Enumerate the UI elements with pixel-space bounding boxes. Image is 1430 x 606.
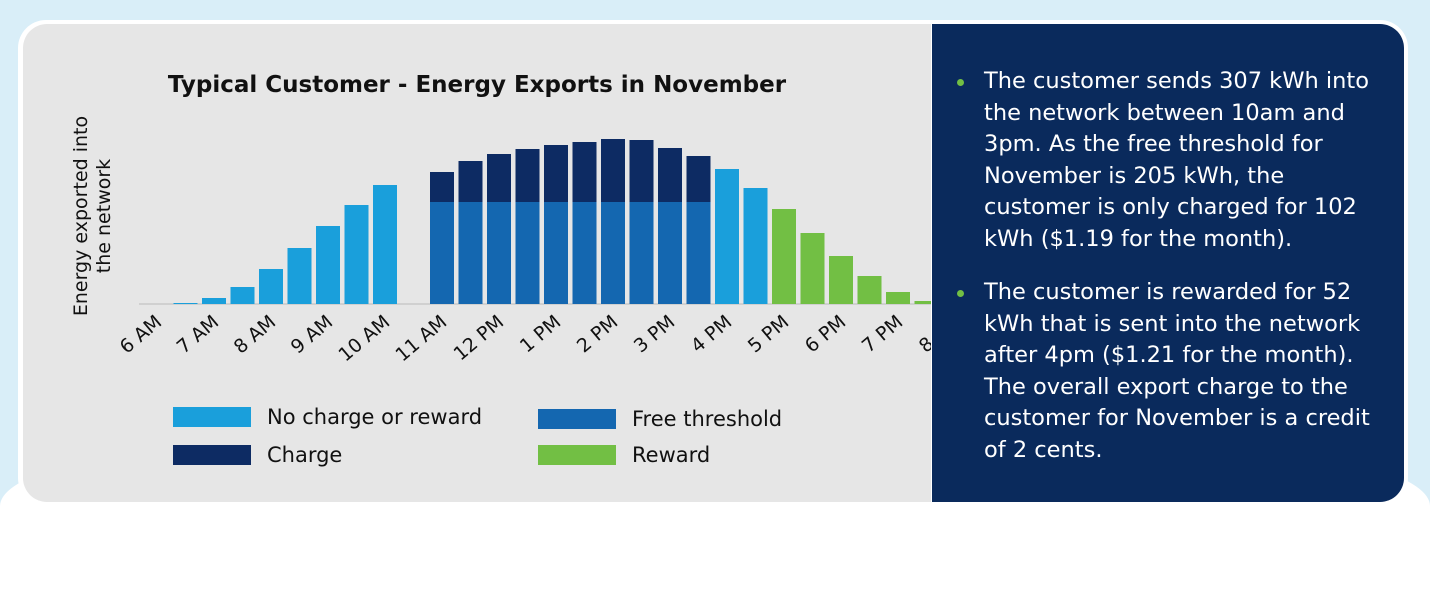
bar-reward-25 — [857, 276, 882, 304]
legend-swatch-no-charge — [173, 407, 251, 427]
bar-free-threshold-17 — [629, 202, 654, 304]
x-tick-label: 1 PM — [516, 311, 565, 357]
bar-charge-18 — [658, 148, 682, 202]
bar-no-charge-3 — [230, 287, 255, 304]
bar-no-charge-8 — [373, 185, 397, 304]
x-tick-label: 9 AM — [287, 311, 338, 358]
bar-free-threshold-14 — [544, 202, 568, 304]
bar-charge-12 — [487, 154, 511, 202]
legend-label-reward: Reward — [632, 443, 711, 467]
explanation-panel: The customer sends 307 kWh into the netw… — [932, 24, 1404, 502]
legend-swatch-reward — [538, 445, 616, 465]
bar-charge-19 — [686, 156, 711, 202]
bar-no-charge-6 — [316, 226, 340, 304]
x-tick-label: 5 PM — [744, 311, 793, 357]
x-tick-label: 6 PM — [801, 311, 850, 357]
legend-item-free-threshold: Free threshold — [538, 407, 782, 431]
bar-no-charge-20 — [715, 169, 739, 304]
bullet-dot-icon — [957, 79, 964, 86]
bar-no-charge-5 — [287, 248, 312, 304]
x-tick-label: 4 PM — [687, 311, 736, 357]
bar-free-threshold-18 — [658, 202, 682, 304]
info-card: Typical Customer - Energy Exports in Nov… — [18, 20, 1408, 506]
bar-reward-27 — [914, 301, 931, 304]
bar-charge-13 — [515, 149, 540, 202]
chart-panel: Typical Customer - Energy Exports in Nov… — [23, 24, 931, 502]
bar-charge-15 — [572, 142, 597, 202]
legend-label-charge: Charge — [267, 443, 343, 467]
bar-free-threshold-13 — [515, 202, 540, 304]
bar-free-threshold-10 — [430, 202, 454, 304]
bar-reward-22 — [772, 209, 796, 304]
legend-swatch-free-threshold — [538, 409, 616, 429]
bar-no-charge-21 — [743, 188, 768, 304]
bar-no-charge-4 — [259, 269, 283, 304]
x-tick-label: 3 PM — [630, 311, 679, 357]
x-tick-label: 10 AM — [334, 311, 394, 366]
legend-label-no-charge: No charge or reward — [267, 405, 483, 429]
bar-reward-23 — [800, 233, 825, 304]
bar-no-charge-2 — [202, 298, 226, 304]
x-tick-label: 12 PM — [450, 311, 509, 365]
bar-reward-24 — [829, 256, 853, 304]
legend-item-charge: Charge — [173, 443, 342, 467]
bullet-dot-icon — [957, 290, 964, 297]
bar-charge-10 — [430, 172, 454, 202]
bar-no-charge-7 — [344, 205, 369, 304]
legend-label-free-threshold: Free threshold — [632, 407, 783, 431]
x-tick-label: 8 PM — [915, 311, 931, 357]
bar-charge-16 — [601, 139, 625, 202]
x-tick-label: 6 AM — [116, 311, 167, 358]
legend-swatch-charge — [173, 445, 251, 465]
explanation-bullet-charge: The customer sends 307 kWh into the netw… — [957, 66, 1384, 255]
bullet-text: The customer is rewarded for 52 kWh that… — [984, 279, 1370, 463]
x-tick-label: 8 AM — [230, 311, 281, 358]
chart-title: Typical Customer - Energy Exports in Nov… — [167, 72, 787, 98]
explanation-list: The customer sends 307 kWh into the netw… — [957, 66, 1384, 488]
bar-free-threshold-12 — [487, 202, 511, 304]
explanation-bullet-reward: The customer is rewarded for 52 kWh that… — [957, 277, 1384, 466]
bullet-text: The customer sends 307 kWh into the netw… — [984, 68, 1369, 252]
bar-no-charge-1 — [173, 303, 198, 304]
bar-charge-11 — [458, 161, 483, 202]
x-tick-label: 7 AM — [173, 311, 224, 358]
x-tick-label: 11 AM — [391, 311, 451, 366]
bar-charge-14 — [544, 145, 568, 202]
bar-free-threshold-16 — [601, 202, 625, 304]
bar-free-threshold-19 — [686, 202, 711, 304]
legend-item-reward: Reward — [538, 443, 710, 467]
bar-charge-17 — [629, 140, 654, 202]
bar-free-threshold-15 — [572, 202, 597, 304]
legend-item-no-charge: No charge or reward — [173, 405, 482, 429]
bar-reward-26 — [886, 292, 910, 304]
bar-free-threshold-11 — [458, 202, 483, 304]
x-tick-label: 2 PM — [573, 311, 622, 357]
x-tick-label: 7 PM — [858, 311, 907, 357]
